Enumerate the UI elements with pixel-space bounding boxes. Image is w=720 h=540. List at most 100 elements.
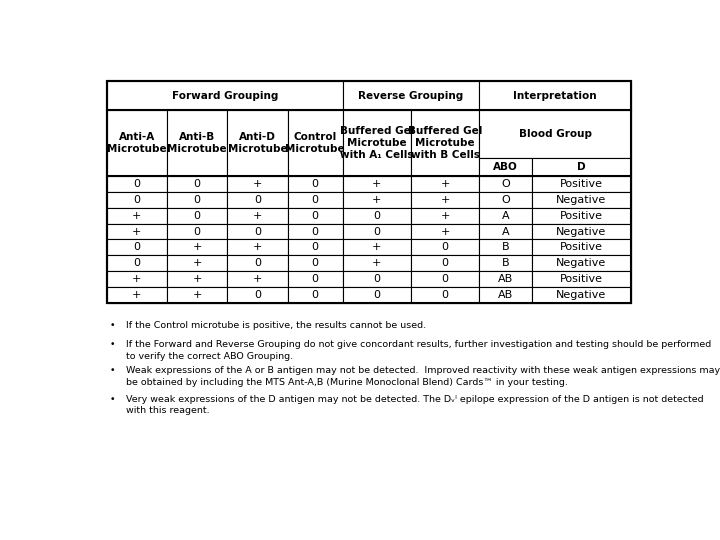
- Text: Negative: Negative: [557, 290, 606, 300]
- Text: Buffered Gel
Microtube
with A₁ Cells: Buffered Gel Microtube with A₁ Cells: [340, 126, 414, 160]
- Bar: [288, 208, 343, 224]
- Text: 0: 0: [254, 258, 261, 268]
- Bar: [343, 110, 411, 176]
- Text: If the Control microtube is positive, the results cannot be used.: If the Control microtube is positive, th…: [126, 321, 426, 329]
- Bar: [343, 224, 411, 239]
- Bar: [167, 287, 228, 302]
- Bar: [411, 239, 479, 255]
- Bar: [288, 110, 343, 176]
- Bar: [228, 255, 288, 271]
- Bar: [228, 176, 288, 192]
- Text: +: +: [372, 195, 382, 205]
- Bar: [288, 255, 343, 271]
- Bar: [411, 176, 479, 192]
- Bar: [107, 287, 167, 302]
- Text: +: +: [372, 179, 382, 189]
- Text: A: A: [502, 211, 509, 221]
- Bar: [479, 287, 531, 302]
- Text: +: +: [253, 179, 262, 189]
- Bar: [479, 271, 531, 287]
- Bar: [107, 208, 167, 224]
- Bar: [343, 239, 411, 255]
- Bar: [167, 271, 228, 287]
- Text: 0: 0: [441, 258, 449, 268]
- Text: B: B: [502, 242, 509, 252]
- Text: 0: 0: [254, 227, 261, 237]
- Bar: [479, 110, 631, 158]
- Bar: [107, 224, 167, 239]
- Bar: [343, 208, 411, 224]
- Text: Reverse Grouping: Reverse Grouping: [359, 91, 464, 100]
- Text: 0: 0: [374, 227, 380, 237]
- Bar: [531, 158, 631, 176]
- Bar: [531, 176, 631, 192]
- Bar: [228, 239, 288, 255]
- Text: Interpretation: Interpretation: [513, 91, 597, 100]
- Bar: [479, 176, 531, 192]
- Text: +: +: [372, 242, 382, 252]
- Text: +: +: [132, 290, 142, 300]
- Text: 0: 0: [441, 290, 449, 300]
- Bar: [343, 192, 411, 208]
- Text: 0: 0: [312, 211, 319, 221]
- Bar: [228, 110, 288, 176]
- Bar: [288, 239, 343, 255]
- Bar: [107, 192, 167, 208]
- Bar: [343, 287, 411, 302]
- Text: Anti-B
Microtube: Anti-B Microtube: [168, 132, 227, 154]
- Text: 0: 0: [194, 179, 201, 189]
- Text: •: •: [109, 321, 115, 329]
- Bar: [167, 110, 228, 176]
- Text: +: +: [192, 258, 202, 268]
- Bar: [343, 82, 479, 110]
- Bar: [228, 208, 288, 224]
- Bar: [531, 287, 631, 302]
- Text: 0: 0: [312, 179, 319, 189]
- Bar: [531, 224, 631, 239]
- Bar: [479, 255, 531, 271]
- Text: +: +: [132, 211, 142, 221]
- Bar: [228, 271, 288, 287]
- Bar: [107, 82, 631, 302]
- Text: A: A: [502, 227, 509, 237]
- Text: 0: 0: [312, 290, 319, 300]
- Text: +: +: [441, 227, 450, 237]
- Text: +: +: [192, 274, 202, 284]
- Bar: [411, 208, 479, 224]
- Bar: [107, 255, 167, 271]
- Bar: [411, 224, 479, 239]
- Text: +: +: [253, 274, 262, 284]
- Text: Control
Microtube: Control Microtube: [285, 132, 345, 154]
- Text: Positive: Positive: [560, 242, 603, 252]
- Bar: [411, 192, 479, 208]
- Bar: [167, 176, 228, 192]
- Text: AB: AB: [498, 274, 513, 284]
- Bar: [479, 208, 531, 224]
- Text: +: +: [132, 227, 142, 237]
- Text: Blood Group: Blood Group: [518, 129, 592, 139]
- Bar: [228, 224, 288, 239]
- Text: 0: 0: [312, 274, 319, 284]
- Text: +: +: [132, 274, 142, 284]
- Text: +: +: [192, 290, 202, 300]
- Bar: [228, 287, 288, 302]
- Bar: [531, 271, 631, 287]
- Bar: [107, 82, 343, 110]
- Text: Very weak expressions of the D antigen may not be detected. The Dᵥᴵ epilope expr: Very weak expressions of the D antigen m…: [126, 395, 704, 415]
- Bar: [288, 271, 343, 287]
- Bar: [343, 271, 411, 287]
- Text: 0: 0: [254, 195, 261, 205]
- Bar: [167, 208, 228, 224]
- Bar: [167, 224, 228, 239]
- Text: 0: 0: [133, 258, 140, 268]
- Text: 0: 0: [312, 242, 319, 252]
- Text: Negative: Negative: [557, 258, 606, 268]
- Text: •: •: [109, 395, 115, 403]
- Bar: [531, 208, 631, 224]
- Bar: [167, 255, 228, 271]
- Text: Positive: Positive: [560, 211, 603, 221]
- Bar: [479, 239, 531, 255]
- Text: +: +: [253, 242, 262, 252]
- Bar: [288, 224, 343, 239]
- Text: 0: 0: [312, 195, 319, 205]
